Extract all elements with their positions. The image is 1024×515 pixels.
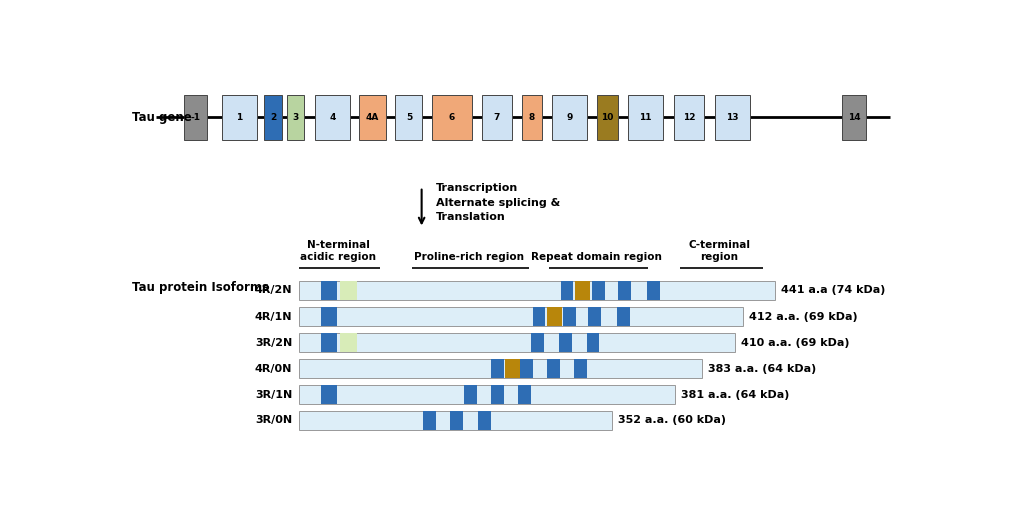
Text: Transcription
Alternate splicing &
Translation: Transcription Alternate splicing & Trans… <box>436 183 560 222</box>
Text: Tau gene: Tau gene <box>132 111 191 124</box>
Text: 4R/2N: 4R/2N <box>255 285 292 295</box>
Text: 383 a.a. (64 kDa): 383 a.a. (64 kDa) <box>709 364 816 374</box>
Text: 4R/0N: 4R/0N <box>255 364 292 374</box>
FancyBboxPatch shape <box>264 95 282 140</box>
Text: 412 a.a. (69 kDa): 412 a.a. (69 kDa) <box>750 312 858 322</box>
FancyBboxPatch shape <box>299 385 675 404</box>
Text: 381 a.a. (64 kDa): 381 a.a. (64 kDa) <box>681 389 790 400</box>
Bar <box>560 281 573 300</box>
Bar <box>547 307 562 327</box>
FancyBboxPatch shape <box>552 95 587 140</box>
FancyBboxPatch shape <box>521 95 543 140</box>
Text: 13: 13 <box>726 113 739 122</box>
Bar <box>588 307 601 327</box>
Bar <box>478 411 490 430</box>
Bar <box>587 333 599 352</box>
Text: C-terminal
region: C-terminal region <box>688 239 751 262</box>
Text: -1: -1 <box>190 113 201 122</box>
Text: 6: 6 <box>449 113 455 122</box>
FancyBboxPatch shape <box>842 95 866 140</box>
Bar <box>531 333 544 352</box>
FancyBboxPatch shape <box>715 95 751 140</box>
Bar <box>423 411 436 430</box>
Bar <box>547 359 560 378</box>
FancyBboxPatch shape <box>299 333 735 352</box>
Text: 14: 14 <box>848 113 860 122</box>
Bar <box>340 281 357 300</box>
Text: 410 a.a. (69 kDa): 410 a.a. (69 kDa) <box>741 337 850 348</box>
Bar <box>616 307 630 327</box>
FancyBboxPatch shape <box>299 359 701 378</box>
Bar <box>618 281 631 300</box>
Bar <box>574 281 590 300</box>
Text: 3R/2N: 3R/2N <box>255 337 292 348</box>
FancyBboxPatch shape <box>674 95 705 140</box>
FancyBboxPatch shape <box>287 95 304 140</box>
Bar <box>563 307 575 327</box>
Text: 4A: 4A <box>366 113 379 122</box>
Text: 3: 3 <box>292 113 299 122</box>
Bar <box>465 385 477 404</box>
Text: 8: 8 <box>528 113 536 122</box>
Text: 4: 4 <box>330 113 336 122</box>
Bar <box>559 333 571 352</box>
Text: 3R/0N: 3R/0N <box>255 415 292 425</box>
Bar <box>518 385 531 404</box>
Bar <box>647 281 659 300</box>
FancyBboxPatch shape <box>299 411 612 430</box>
Bar <box>492 385 504 404</box>
Text: 11: 11 <box>639 113 651 122</box>
Text: 441 a.a (74 kDa): 441 a.a (74 kDa) <box>781 285 886 295</box>
Bar <box>321 281 337 300</box>
Text: 12: 12 <box>683 113 695 122</box>
Bar <box>592 281 605 300</box>
Bar <box>505 359 520 378</box>
FancyBboxPatch shape <box>299 307 743 327</box>
Bar <box>492 359 504 378</box>
FancyBboxPatch shape <box>359 95 386 140</box>
FancyBboxPatch shape <box>395 95 423 140</box>
Text: Repeat domain region: Repeat domain region <box>530 252 662 262</box>
Text: 352 a.a. (60 kDa): 352 a.a. (60 kDa) <box>618 415 726 425</box>
FancyBboxPatch shape <box>432 95 472 140</box>
FancyBboxPatch shape <box>299 281 775 300</box>
FancyBboxPatch shape <box>482 95 512 140</box>
FancyBboxPatch shape <box>315 95 350 140</box>
Bar <box>451 411 463 430</box>
Text: 3R/1N: 3R/1N <box>255 389 292 400</box>
FancyBboxPatch shape <box>221 95 257 140</box>
Text: 7: 7 <box>494 113 500 122</box>
Bar <box>321 307 337 327</box>
FancyBboxPatch shape <box>628 95 663 140</box>
Text: 10: 10 <box>601 113 613 122</box>
FancyBboxPatch shape <box>597 95 617 140</box>
Text: Tau protein Isoforms: Tau protein Isoforms <box>132 281 269 295</box>
Text: 1: 1 <box>236 113 243 122</box>
Bar <box>532 307 546 327</box>
Text: 4R/1N: 4R/1N <box>255 312 292 322</box>
Bar <box>574 359 587 378</box>
Text: 2: 2 <box>270 113 276 122</box>
Bar <box>321 333 337 352</box>
Text: 5: 5 <box>406 113 412 122</box>
Bar <box>340 333 357 352</box>
Bar <box>520 359 532 378</box>
Text: N-terminal
acidic region: N-terminal acidic region <box>300 239 376 262</box>
Text: 9: 9 <box>566 113 572 122</box>
FancyBboxPatch shape <box>183 95 207 140</box>
Bar <box>321 385 337 404</box>
Text: Proline-rich region: Proline-rich region <box>415 252 524 262</box>
